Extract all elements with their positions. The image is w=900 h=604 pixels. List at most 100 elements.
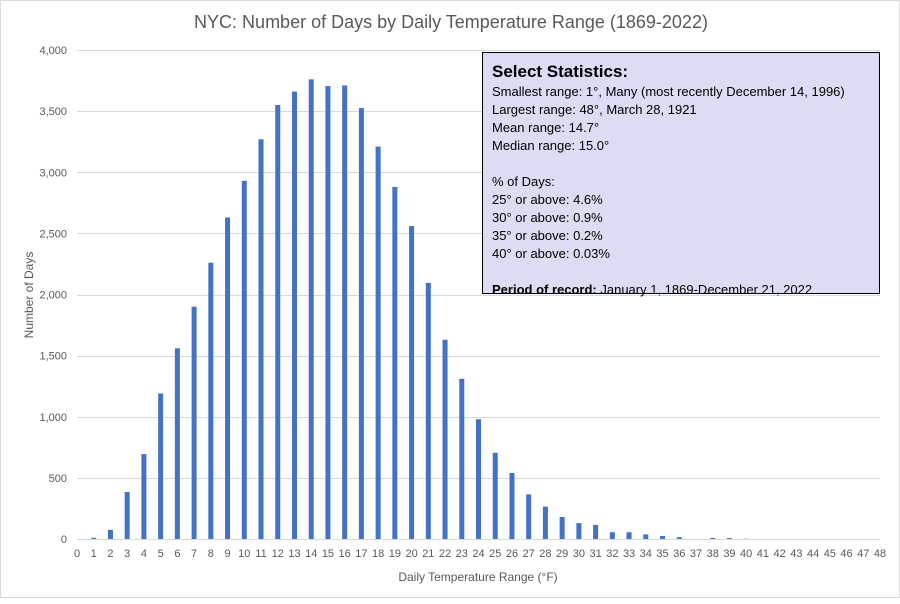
- bar: [509, 473, 514, 539]
- x-tick-label: 37: [690, 548, 702, 560]
- x-tick-label: 29: [556, 548, 568, 560]
- x-tick-label: 35: [656, 548, 668, 560]
- bar: [242, 181, 247, 539]
- bar: [359, 108, 364, 539]
- y-tick-label: 2,000: [39, 290, 67, 302]
- bar: [409, 226, 414, 539]
- x-tick-label: 2: [107, 548, 113, 560]
- x-tick-label: 15: [322, 548, 334, 560]
- bar: [225, 217, 230, 539]
- x-tick-label: 22: [439, 548, 451, 560]
- x-tick-label: 44: [807, 548, 819, 560]
- x-tick-label: 8: [208, 548, 214, 560]
- x-tick-label: 0: [74, 548, 80, 560]
- pct-heading: % of Days:: [492, 173, 870, 191]
- x-tick-label: 45: [824, 548, 836, 560]
- x-tick-label: 18: [372, 548, 384, 560]
- x-tick-label: 36: [673, 548, 685, 560]
- y-tick-label: 1,000: [39, 412, 67, 424]
- x-tick-label: 19: [389, 548, 401, 560]
- x-tick-label: 5: [158, 548, 164, 560]
- x-tick-label: 33: [623, 548, 635, 560]
- bar: [627, 532, 632, 539]
- pct-line: 30° or above: 0.9%: [492, 209, 870, 227]
- bar: [660, 536, 665, 539]
- bar: [426, 283, 431, 539]
- x-tick-label: 31: [589, 548, 601, 560]
- bar: [443, 340, 448, 539]
- x-tick-label: 10: [238, 548, 250, 560]
- spacer: [492, 263, 870, 281]
- x-tick-label: 47: [857, 548, 869, 560]
- x-tick-label: 17: [355, 548, 367, 560]
- x-tick-label: 48: [874, 548, 886, 560]
- stats-line: Largest range: 48°, March 28, 1921: [492, 101, 870, 119]
- x-tick-label: 11: [255, 548, 266, 560]
- x-tick-label: 16: [339, 548, 351, 560]
- x-tick-label: 12: [272, 548, 284, 560]
- x-tick-label: 38: [707, 548, 719, 560]
- x-tick-label: 27: [523, 548, 535, 560]
- bar: [727, 538, 732, 539]
- y-tick-label: 2,500: [39, 228, 67, 240]
- bar: [643, 534, 648, 539]
- stats-line: Median range: 15.0°: [492, 137, 870, 155]
- bar: [710, 538, 715, 539]
- x-tick-label: 21: [422, 548, 434, 560]
- x-tick-label: 1: [91, 548, 97, 560]
- bar: [560, 517, 565, 539]
- y-axis-label: Number of Days: [22, 252, 36, 339]
- bar: [108, 530, 113, 539]
- x-tick-label: 42: [774, 548, 786, 560]
- pct-line: 35° or above: 0.2%: [492, 227, 870, 245]
- bar: [141, 454, 146, 539]
- y-tick-label: 3,500: [39, 106, 67, 118]
- y-tick-label: 3,000: [39, 167, 67, 179]
- x-tick-label: 6: [174, 548, 180, 560]
- bar: [125, 492, 130, 539]
- bar: [526, 494, 531, 539]
- bar: [610, 532, 615, 539]
- x-tick-label: 24: [472, 548, 484, 560]
- stats-line: Mean range: 14.7°: [492, 119, 870, 137]
- period-value: January 1, 1869-December 21, 2022: [597, 282, 812, 297]
- x-tick-label: 14: [305, 548, 317, 560]
- x-tick-label: 28: [539, 548, 551, 560]
- bar: [158, 394, 163, 539]
- statistics-box: Select Statistics: Smallest range: 1°, M…: [482, 52, 880, 294]
- x-tick-label: 4: [141, 548, 147, 560]
- bar: [275, 105, 280, 539]
- bar: [175, 348, 180, 539]
- bar: [543, 507, 548, 539]
- period-of-record: Period of record: January 1, 1869-Decemb…: [492, 281, 870, 299]
- period-label: Period of record:: [492, 282, 597, 297]
- x-tick-label: 9: [225, 548, 231, 560]
- x-tick-label: 23: [456, 548, 468, 560]
- bar: [342, 85, 347, 539]
- x-tick-label: 3: [124, 548, 130, 560]
- x-tick-label: 40: [740, 548, 752, 560]
- x-tick-label: 30: [573, 548, 585, 560]
- x-tick-label: 32: [606, 548, 618, 560]
- chart-title: NYC: Number of Days by Daily Temperature…: [194, 12, 708, 32]
- bar: [459, 379, 464, 539]
- x-tick-label: 34: [640, 548, 652, 560]
- stats-heading: Select Statistics:: [492, 61, 870, 83]
- x-tick-label: 7: [191, 548, 197, 560]
- bar: [309, 79, 314, 539]
- bar: [476, 419, 481, 539]
- x-tick-label: 41: [757, 548, 769, 560]
- x-tick-label: 25: [489, 548, 501, 560]
- y-tick-label: 1,500: [39, 351, 67, 363]
- bar: [259, 139, 264, 539]
- bar: [208, 263, 213, 539]
- bar: [593, 525, 598, 539]
- bar: [91, 538, 96, 539]
- x-tick-label: 20: [405, 548, 417, 560]
- stats-line: Smallest range: 1°, Many (most recently …: [492, 83, 870, 101]
- bar: [576, 523, 581, 539]
- y-tick-label: 500: [49, 473, 67, 485]
